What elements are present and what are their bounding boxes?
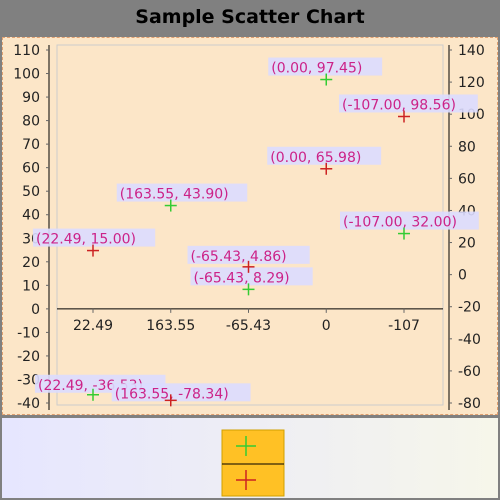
data-label: (0.00, 97.45)	[271, 61, 362, 77]
data-label-background	[111, 383, 251, 402]
data-label: (-65.43, 8.29)	[194, 270, 290, 286]
left-axis-tick-label: 80	[22, 114, 40, 130]
right-axis-tick-label: -20	[458, 300, 481, 316]
left-axis-tick-label: -30	[17, 372, 40, 388]
right-axis-tick-label: -80	[458, 396, 481, 412]
right-axis-tick-label: 0	[458, 268, 467, 284]
data-label-background	[268, 57, 383, 76]
left-axis-tick-label: 90	[22, 90, 40, 106]
category-tick-label: 163.55	[146, 318, 195, 334]
right-axis-tick-label: 80	[458, 139, 476, 155]
left-axis-tick-label: 20	[22, 255, 40, 271]
category-tick-label: 0	[322, 318, 331, 334]
right-axis-tick-label: 140	[458, 43, 485, 59]
left-axis-tick-label: 60	[22, 161, 40, 177]
data-label: (163.55, -78.34)	[115, 386, 229, 402]
data-label-background	[116, 183, 248, 202]
left-axis-tick-label: 110	[13, 43, 40, 59]
data-label: (-107.00, 32.00)	[343, 215, 457, 231]
data-label-background	[190, 267, 313, 286]
left-axis-tick-label: -10	[17, 325, 40, 341]
left-axis-tick-label: 100	[13, 67, 40, 83]
left-axis-tick-label: 0	[31, 302, 40, 318]
data-label: (-65.43, 4.86)	[191, 249, 287, 265]
left-axis-tick-label: 70	[22, 137, 40, 153]
right-axis-tick-label: -60	[458, 364, 481, 380]
data-label: (22.49, 15.00)	[36, 232, 136, 248]
data-label: (0.00, 65.98)	[270, 150, 361, 166]
legend-box	[221, 429, 285, 497]
left-axis-tick-label: 50	[22, 184, 40, 200]
data-label-background	[339, 94, 478, 113]
data-label-background	[33, 228, 156, 247]
right-axis-tick-label: 60	[458, 171, 476, 187]
data-label: (163.55, 43.90)	[120, 187, 229, 203]
category-tick-label: -107	[388, 318, 420, 334]
left-axis-tick-label: 40	[22, 208, 40, 224]
category-tick-label: 22.49	[73, 318, 113, 334]
left-axis-tick-label: -20	[17, 349, 40, 365]
data-label: (-107.00, 98.56)	[342, 97, 456, 113]
data-label-background	[340, 211, 479, 230]
right-axis-tick-label: 20	[458, 236, 476, 252]
data-label-background	[267, 146, 382, 165]
category-tick-label: -65.43	[226, 318, 271, 334]
chart-title: Sample Scatter Chart	[135, 6, 365, 28]
data-label-background	[187, 245, 310, 264]
left-axis-tick-label: 10	[22, 278, 40, 294]
right-axis-tick-label: -40	[458, 332, 481, 348]
left-axis-tick-label: -40	[17, 396, 40, 412]
right-axis-tick-label: 120	[458, 75, 485, 91]
legend	[221, 429, 285, 497]
